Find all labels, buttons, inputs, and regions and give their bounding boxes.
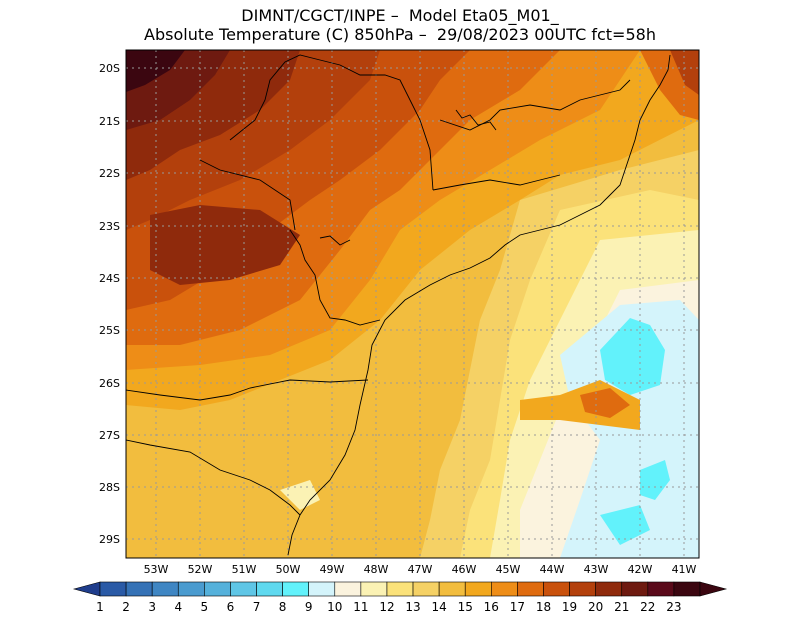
colorbar-swatch [464,581,492,597]
lat-label: 29S [99,533,120,546]
colorbar-swatch [334,581,362,597]
lon-label: 45W [496,563,521,576]
colorbar-label: 21 [614,600,629,614]
colorbar-swatch [151,581,179,597]
colorbar-label: 19 [562,600,577,614]
border-sp-mg [229,54,434,191]
lat-label: 25S [99,324,120,337]
lon-axis: 53W 52W 51W 50W 49W 48W 47W 46W 45W 44W … [144,563,697,576]
field-10 [560,300,699,558]
colorbar-swatch [647,581,675,597]
field-ne-20 [670,50,699,95]
colorbar-label: 16 [484,600,499,614]
border-pr-sp [289,229,381,326]
colorbar-swatch [125,581,153,597]
coastline [287,54,671,556]
colorbar-swatch [543,581,570,597]
colorbar-label: 13 [405,600,420,614]
colorbar-label: 5 [201,600,209,614]
colorbar-swatch [595,581,623,597]
border-sc-pr [126,379,369,401]
colorbar-label: 22 [640,600,655,614]
colorbar-label: 3 [148,600,156,614]
colorbar-swatch [517,581,544,597]
border-mg-rj [432,174,561,191]
colorbar-swatch [569,581,596,597]
lat-axis: 20S 21S 22S 23S 24S 25S 26S 27S 28S 29S [99,62,120,546]
colorbar-label: 1 [96,600,104,614]
colorbar-label: 2 [122,600,130,614]
lon-label: 46W [452,563,477,576]
colorbar-swatch [177,581,205,597]
colorbar-swatch [230,581,257,597]
map-title-line1: DIMNT/CGCT/INPE – Model Eta05_M01_ [241,6,559,25]
colorbar-swatch [491,581,518,597]
lat-lon-grid [126,50,699,558]
colorbar-swatch [308,581,336,597]
border-rs-sc [126,439,301,516]
colorbar-label: 18 [536,600,551,614]
field-9 [600,318,665,395]
colorbar: 1 2 3 4 5 6 7 8 9 10 11 12 13 14 15 16 17 18 19 20 21 22 23 [72,581,728,614]
border-ms-sp [199,159,296,231]
colorbar-label: 7 [253,600,261,614]
lon-label: 44W [540,563,565,576]
map-title-line2: Absolute Temperature (C) 850hPa – 29/08/… [144,25,656,44]
lon-label: 41W [672,563,697,576]
lon-label: 51W [232,563,257,576]
lat-label: 26S [99,377,120,390]
colorbar-label: 23 [666,600,681,614]
colorbar-min-arrow [72,581,101,597]
colorbar-swatch [204,581,231,597]
colorbar-label: 17 [510,600,525,614]
colorbar-swatch [360,581,388,597]
lon-label: 49W [320,563,345,576]
colorbar-max-arrow [699,581,728,597]
lat-label: 24S [99,272,120,285]
colorbar-swatch [99,581,127,597]
lat-label: 21S [99,115,120,128]
colorbar-label: 20 [588,600,603,614]
lat-label: 20S [99,62,120,75]
colorbar-label: 15 [458,600,473,614]
temperature-field [126,50,699,558]
lat-label: 23S [99,220,120,233]
colorbar-swatch [412,581,440,597]
field-warm-tongue-core [580,388,630,418]
reservoir-parana [319,235,351,246]
colorbar-swatch [438,581,466,597]
field-23 [126,50,185,92]
colorbar-label: 4 [174,600,182,614]
colorbar-label: 9 [305,600,313,614]
colorbar-label: 12 [379,600,394,614]
field-9-south [640,460,670,500]
lat-label: 28S [99,481,120,494]
colorbar-swatch [386,581,414,597]
colorbar-swatch [621,581,649,597]
colorbar-swatch [256,581,283,597]
lon-label: 50W [276,563,301,576]
field-21-west [150,205,300,285]
colorbar-label: 14 [431,600,446,614]
lon-label: 47W [408,563,433,576]
colorbar-label: 11 [353,600,368,614]
lon-label: 42W [628,563,653,576]
border-mg-es [439,79,631,131]
reservoir-furnas [455,109,497,131]
colorbar-swatch [282,581,309,597]
lon-label: 52W [188,563,213,576]
colorbar-label: 10 [327,600,342,614]
lon-label: 43W [584,563,609,576]
lon-label: 53W [144,563,169,576]
field-9-sw [600,505,650,545]
lat-label: 22S [99,167,120,180]
lat-label: 27S [99,429,120,442]
colorbar-label: 6 [227,600,235,614]
plot-frame [125,49,700,559]
colorbar-label: 8 [279,600,287,614]
colorbar-swatch [673,581,701,597]
lon-label: 48W [364,563,389,576]
coastline-borders [126,54,671,556]
